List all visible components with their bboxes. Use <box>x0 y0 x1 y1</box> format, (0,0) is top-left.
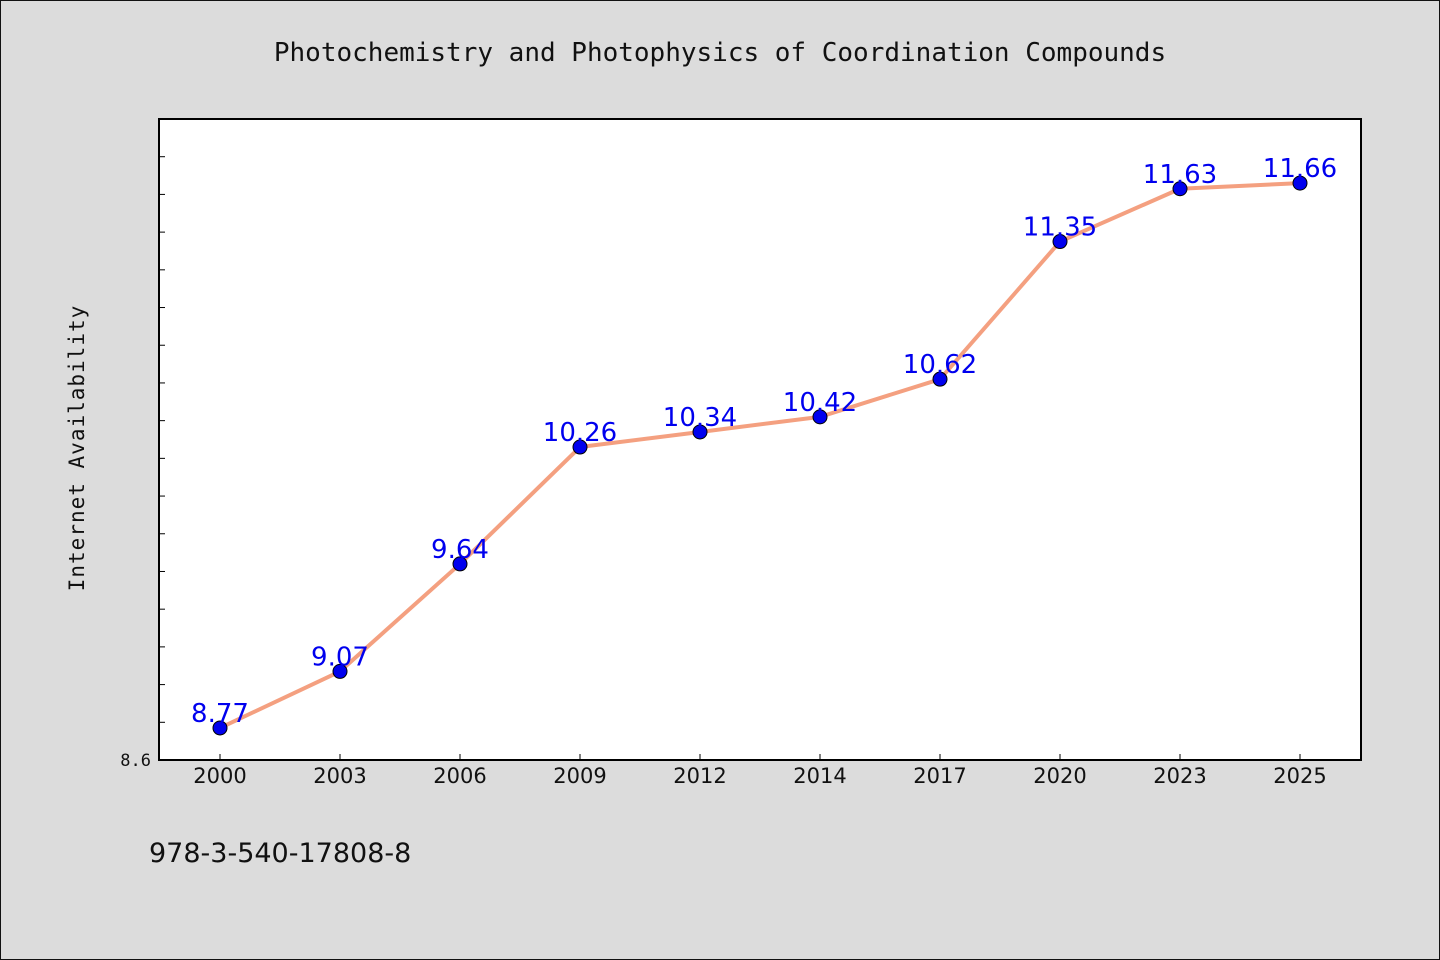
data-point <box>1292 175 1308 191</box>
x-tick-label: 2014 <box>793 764 846 788</box>
data-point <box>212 720 228 736</box>
series-line <box>218 181 1302 730</box>
data-label: 11.35 <box>1023 213 1097 243</box>
x-axis-ticks: 2000 2003 2006 2009 2012 2014 2017 2020 2023 2025 <box>193 754 1327 788</box>
isbn-footer: 978-3-540-17808-8 <box>149 838 411 869</box>
data-point <box>1052 234 1068 250</box>
data-label: 9.64 <box>431 535 489 565</box>
data-label: 8.77 <box>191 699 249 729</box>
data-point <box>1172 181 1188 197</box>
x-tick-label: 2009 <box>553 764 606 788</box>
x-tick-label: 2017 <box>913 764 966 788</box>
x-tick-label: 2012 <box>673 764 726 788</box>
data-point <box>812 409 828 425</box>
data-point <box>452 556 468 572</box>
data-point <box>572 439 588 455</box>
data-label: 10.34 <box>663 403 737 433</box>
x-tick-label: 2020 <box>1033 764 1086 788</box>
data-label: 10.62 <box>903 350 977 380</box>
series-layer <box>212 175 1308 736</box>
x-tick-label: 2000 <box>193 764 246 788</box>
data-label: 9.07 <box>311 642 369 672</box>
x-tick-label: 2023 <box>1153 764 1206 788</box>
data-point <box>932 371 948 387</box>
y-tick-label: 8.6 <box>120 751 151 771</box>
x-tick-label: 2006 <box>433 764 486 788</box>
y-axis-label: Internet Availability <box>65 305 89 592</box>
data-point <box>692 424 708 440</box>
chart-title: Photochemistry and Photophysics of Coord… <box>274 38 1166 68</box>
x-tick-label: 2025 <box>1273 764 1326 788</box>
y-axis-ticks: 8.6 <box>120 118 165 771</box>
data-label: 11.63 <box>1143 160 1217 190</box>
data-label: 11.66 <box>1263 154 1337 184</box>
data-point <box>332 663 348 679</box>
data-labels-layer: 8.77 9.07 9.64 10.26 10.34 10.42 10.62 11.35 11.… <box>191 154 1337 729</box>
data-label: 10.26 <box>543 418 617 448</box>
data-label: 10.42 <box>783 388 857 418</box>
x-tick-label: 2003 <box>313 764 366 788</box>
